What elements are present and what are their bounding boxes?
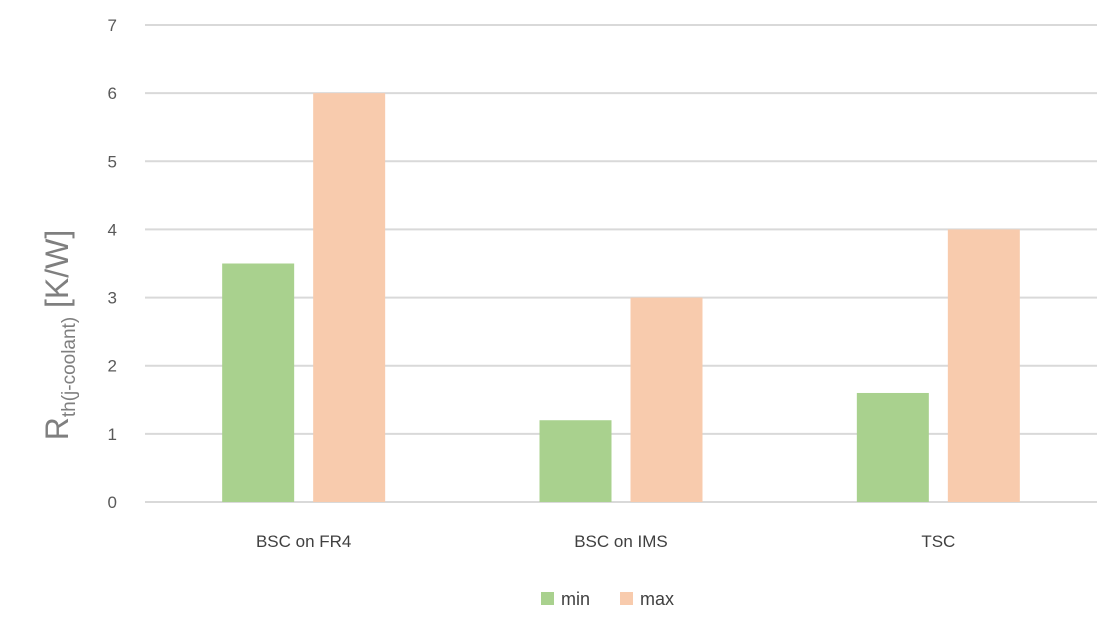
x-category-label: BSC on FR4 xyxy=(256,532,351,551)
x-category-labels: BSC on FR4 BSC on IMS TSC xyxy=(256,532,955,551)
y-axis-title-subscript: th(j-coolant) xyxy=(59,317,80,417)
bars xyxy=(222,93,1020,503)
y-tick-label: 4 xyxy=(108,220,117,239)
y-tick-label: 7 xyxy=(108,16,117,35)
legend: min max xyxy=(541,589,674,609)
y-tick-label: 0 xyxy=(108,493,117,512)
legend-label-max: max xyxy=(640,589,674,609)
legend-label-min: min xyxy=(561,589,590,609)
x-category-label: BSC on IMS xyxy=(574,532,668,551)
legend-swatch-max xyxy=(620,592,633,605)
y-axis-title: Rth(j-coolant) [K/W] xyxy=(39,230,80,441)
y-axis-title-unit: [K/W] xyxy=(39,230,75,317)
x-category-label: TSC xyxy=(921,532,955,551)
y-tick-labels: 0 1 2 3 4 5 6 7 xyxy=(108,16,117,512)
y-tick-label: 2 xyxy=(108,357,117,376)
y-tick-label: 6 xyxy=(108,84,117,103)
gridlines xyxy=(145,24,1097,503)
bar-min xyxy=(539,420,612,502)
bar-max xyxy=(313,93,386,503)
legend-swatch-min xyxy=(541,592,554,605)
bar-max xyxy=(630,297,703,502)
svg-text:Rth(j-coolant) [K/W]: Rth(j-coolant) [K/W] xyxy=(39,230,80,441)
y-tick-label: 3 xyxy=(108,289,117,308)
y-axis-title-main: R xyxy=(39,417,75,440)
bar-min xyxy=(222,263,295,502)
bar-min xyxy=(856,392,929,502)
y-tick-label: 5 xyxy=(108,152,117,171)
bar-max xyxy=(947,229,1020,502)
y-tick-label: 1 xyxy=(108,425,117,444)
